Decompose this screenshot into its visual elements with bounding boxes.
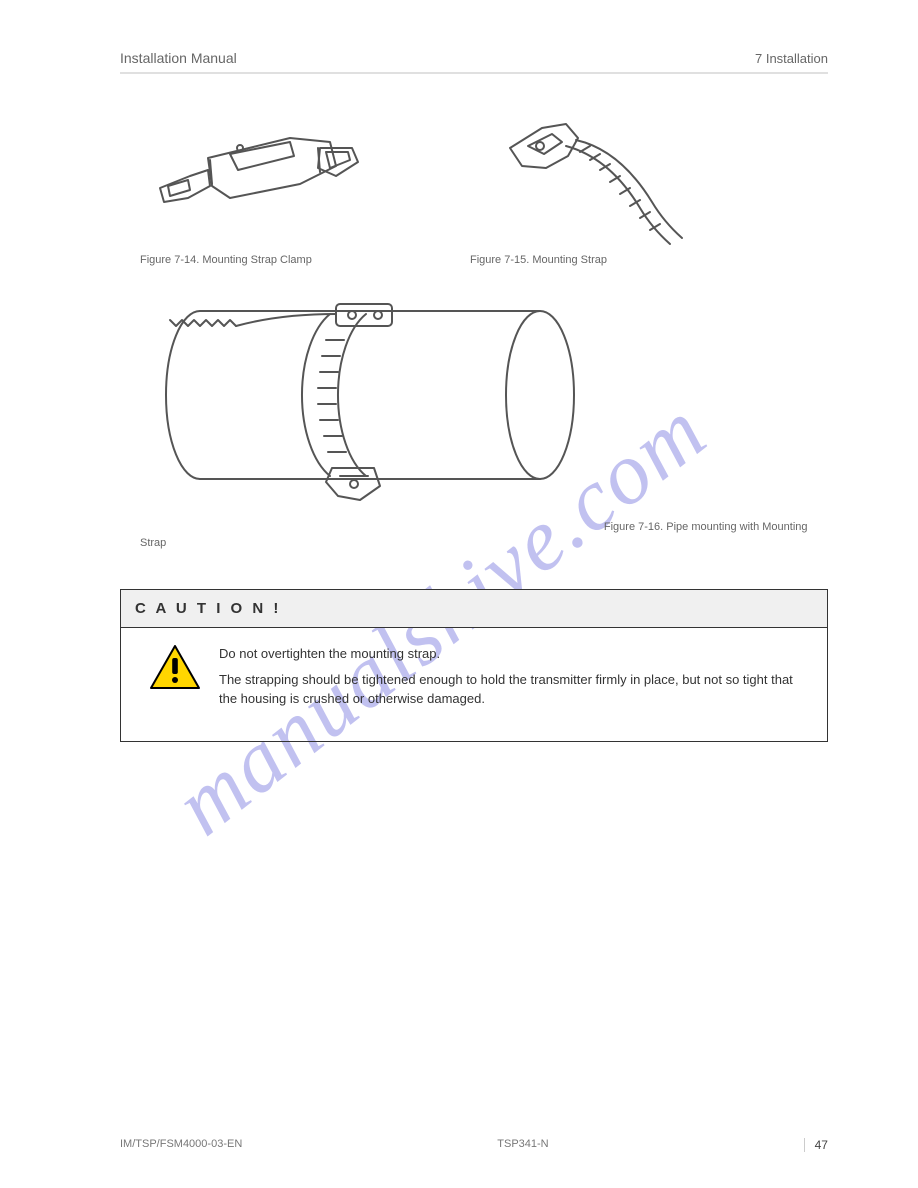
warning-icon	[149, 644, 201, 690]
figure-7-15: Figure 7-15. Mounting Strap	[470, 98, 690, 266]
caution-title: C A U T I O N !	[121, 590, 827, 628]
caution-body: Do not overtighten the mounting strap. T…	[121, 628, 827, 741]
footer-page-number: 47	[804, 1138, 828, 1152]
strap-illustration	[470, 98, 690, 248]
figure-7-14-caption: Figure 7-14. Mounting Strap Clamp	[140, 254, 380, 266]
caution-line-1: Do not overtighten the mounting strap.	[219, 644, 807, 664]
manual-title: Installation Manual	[120, 50, 237, 66]
caution-box: C A U T I O N ! Do not overtighten the m…	[120, 589, 828, 742]
page-header: Installation Manual 7 Installation	[120, 50, 828, 74]
figure-row-1: Figure 7-14. Mounting Strap Clamp	[120, 98, 828, 266]
clamp-illustration	[140, 98, 380, 248]
figure-7-16: Figure 7-16. Pipe mounting with Mounting…	[120, 290, 828, 549]
figure-7-15-caption: Figure 7-15. Mounting Strap	[470, 254, 690, 266]
page-container: Installation Manual 7 Installation	[0, 0, 918, 1188]
section-number: 7 Installation	[755, 51, 828, 66]
footer-doc-id: IM/TSP/FSM4000-03-EN	[120, 1138, 242, 1152]
pipe-mount-illustration	[140, 290, 600, 530]
figure-7-14: Figure 7-14. Mounting Strap Clamp	[140, 98, 380, 266]
page-footer: IM/TSP/FSM4000-03-EN TSP341-N 47	[120, 1138, 828, 1152]
caution-text: Do not overtighten the mounting strap. T…	[219, 644, 807, 715]
caution-line-2: The strapping should be tightened enough…	[219, 670, 807, 709]
footer-model: TSP341-N	[497, 1138, 548, 1152]
